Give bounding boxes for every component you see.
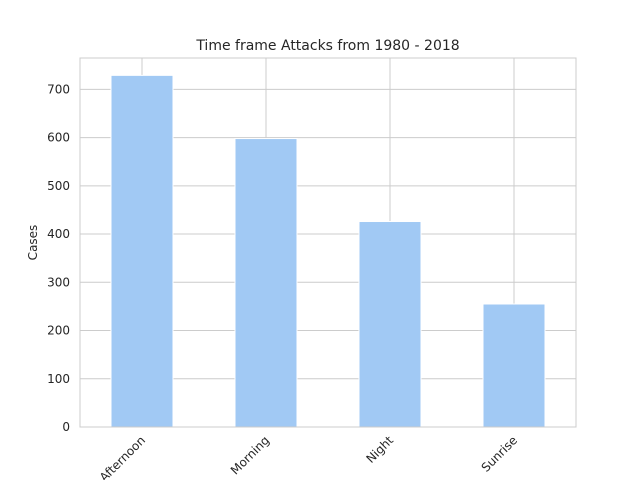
y-axis-label: Cases — [26, 225, 40, 261]
y-tick-label: 0 — [62, 420, 70, 434]
bar-afternoon — [110, 74, 174, 428]
y-axis-ticks: 0 100 200 300 400 500 600 700 — [47, 82, 70, 434]
y-tick-label: 500 — [47, 179, 70, 193]
y-tick-label: 700 — [47, 82, 70, 96]
plot-frame — [79, 57, 577, 428]
y-tick-label: 200 — [47, 324, 70, 338]
y-tick-label: 400 — [47, 227, 70, 241]
y-tick-label: 600 — [47, 131, 70, 145]
x-axis-ticks: Afternoon Morning Night Sunrise — [97, 433, 520, 480]
y-tick-label: 300 — [47, 275, 70, 289]
bars — [110, 74, 546, 428]
y-tick-label: 100 — [47, 372, 70, 386]
bar-night — [358, 221, 422, 428]
x-tick-label: Night — [363, 433, 396, 466]
bar-sunrise — [482, 303, 546, 428]
x-tick-label: Morning — [228, 433, 272, 477]
chart-title: Time frame Attacks from 1980 - 2018 — [195, 38, 459, 54]
bar-morning — [234, 138, 298, 428]
x-tick-label: Afternoon — [97, 433, 148, 480]
x-tick-label: Sunrise — [479, 433, 521, 475]
